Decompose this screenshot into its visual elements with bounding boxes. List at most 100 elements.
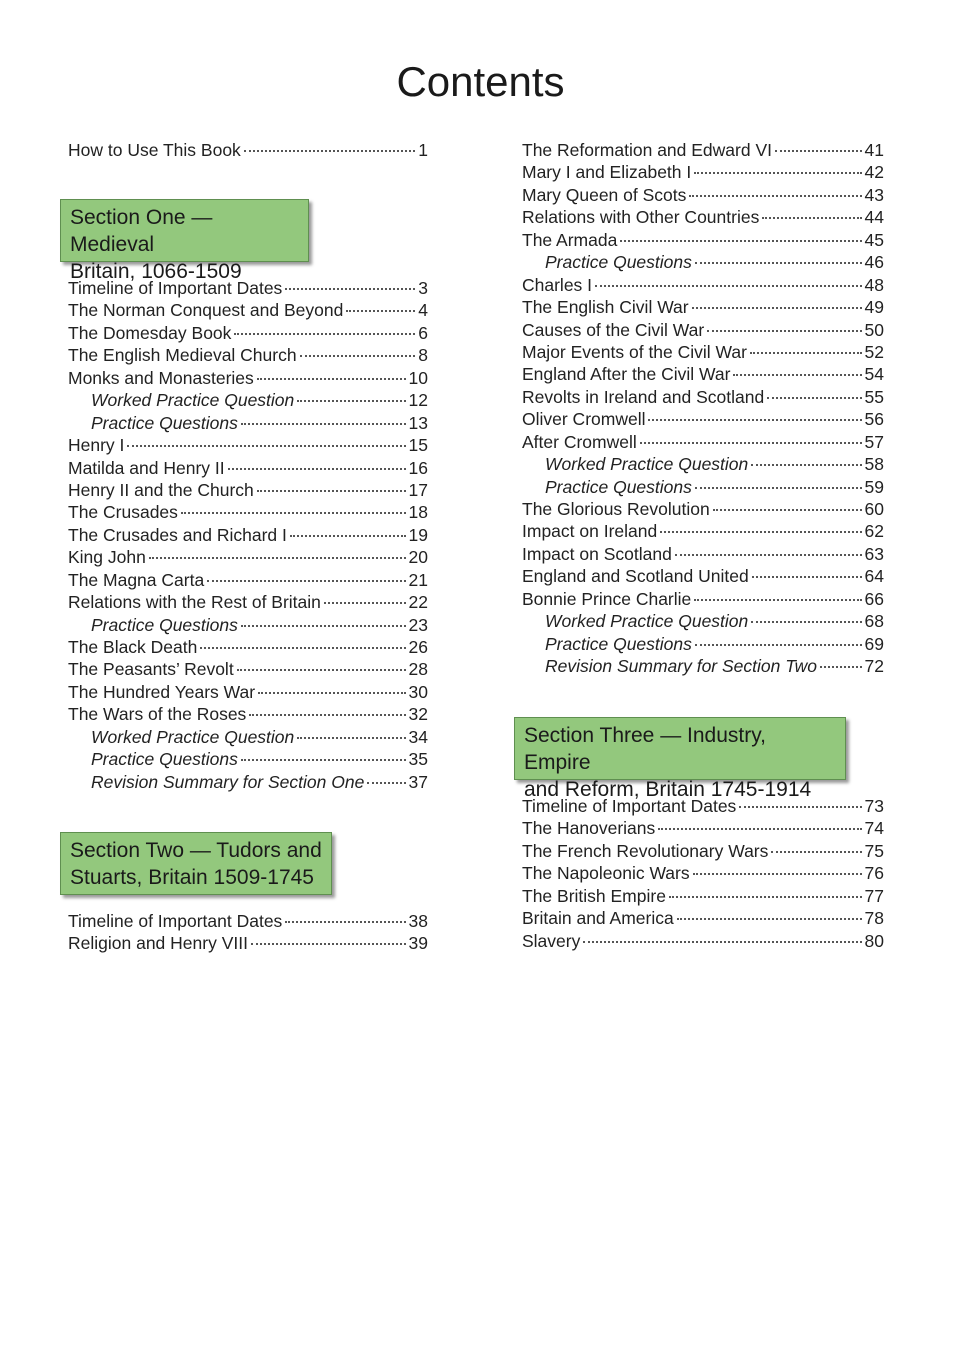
- toc-entry[interactable]: Mary I and Elizabeth I 42: [522, 161, 884, 183]
- toc-entry[interactable]: Slavery 80: [522, 930, 884, 952]
- toc-entry[interactable]: The French Revolutionary Wars 75: [522, 840, 884, 862]
- toc-entry[interactable]: Causes of the Civil War 50: [522, 319, 884, 341]
- dot-leader: [639, 441, 862, 444]
- page-number: 26: [408, 637, 428, 657]
- toc-entry[interactable]: Religion and Henry VIII 39: [68, 932, 428, 954]
- toc-entry[interactable]: The Hundred Years War 30: [68, 681, 428, 703]
- toc-entry[interactable]: Revolts in Ireland and Scotland 55: [522, 386, 884, 408]
- toc-entry[interactable]: Mary Queen of Scots 43: [522, 184, 884, 206]
- page-number: 22: [408, 592, 428, 613]
- toc-entry[interactable]: The Armada 45: [522, 229, 884, 251]
- toc-entry[interactable]: England and Scotland United 64: [522, 565, 884, 587]
- page-number: 3: [418, 278, 428, 298]
- toc-entry[interactable]: The Hanoverians 74: [522, 817, 884, 839]
- toc-entry[interactable]: Timeline of Important Dates 73: [522, 795, 884, 817]
- toc-entry[interactable]: Major Events of the Civil War 52: [522, 341, 884, 363]
- entry-title: The Peasants’ Revolt: [68, 659, 234, 680]
- page-number: 18: [408, 502, 428, 523]
- toc-entry[interactable]: Practice Questions 69: [522, 633, 884, 655]
- toc-entry[interactable]: The English Civil War 49: [522, 296, 884, 318]
- dot-leader: [148, 557, 406, 560]
- entry-title: The Magna Carta: [68, 569, 205, 590]
- toc-entry[interactable]: After Cromwell 57: [522, 431, 884, 453]
- toc-entry[interactable]: Charles I 48: [522, 274, 884, 296]
- page-number: 8: [418, 345, 428, 366]
- page-number: 45: [864, 229, 884, 250]
- toc-entry[interactable]: The Black Death 26: [68, 636, 428, 658]
- page-number: 52: [864, 341, 884, 362]
- toc-entry[interactable]: The English Medieval Church 8: [68, 344, 428, 366]
- page-number: 69: [864, 633, 884, 654]
- toc-list: The Reformation and Edward VI 41 Mary I an…: [522, 139, 884, 678]
- toc-entry[interactable]: The Norman Conquest and Beyond 4: [68, 299, 428, 321]
- toc-entry[interactable]: The Reformation and Edward VI 41: [522, 139, 884, 161]
- toc-list: Timeline of Important Dates 38 Religion an…: [68, 910, 428, 955]
- toc-entry[interactable]: Timeline of Important Dates 3: [68, 277, 428, 299]
- entry-title: Practice Questions: [91, 412, 238, 433]
- dot-leader: [620, 239, 862, 242]
- toc-entry[interactable]: Henry I 15: [68, 434, 428, 456]
- dot-leader: [751, 576, 862, 579]
- dot-leader: [694, 598, 862, 601]
- toc-entry[interactable]: Worked Practice Question 58: [522, 453, 884, 475]
- toc-entry[interactable]: The Domesday Book 6: [68, 322, 428, 344]
- toc-entry[interactable]: Impact on Ireland 62: [522, 520, 884, 542]
- toc-entry[interactable]: The Wars of the Roses 32: [68, 703, 428, 725]
- page-number: 20: [408, 547, 428, 568]
- page-number: 46: [864, 252, 884, 273]
- dot-leader: [299, 355, 416, 358]
- page-number: 10: [408, 367, 428, 388]
- toc-entry[interactable]: Revision Summary for Section One 37: [68, 771, 428, 793]
- toc-entry[interactable]: Practice Questions 46: [522, 251, 884, 273]
- toc-entry[interactable]: Bonnie Prince Charlie 66: [522, 588, 884, 610]
- dot-leader: [234, 332, 416, 335]
- toc-entry[interactable]: How to Use This Book 1: [68, 139, 428, 161]
- toc-entry[interactable]: The Peasants’ Revolt 28: [68, 658, 428, 680]
- entry-title: Charles I: [522, 274, 593, 295]
- toc-entry[interactable]: The Napoleonic Wars 76: [522, 862, 884, 884]
- entry-title: Practice Questions: [91, 749, 238, 770]
- toc-entry[interactable]: Worked Practice Question 68: [522, 610, 884, 632]
- toc-entry[interactable]: Practice Questions 13: [68, 412, 428, 434]
- dot-leader: [707, 329, 862, 332]
- page-number: 54: [864, 364, 884, 385]
- toc-entry[interactable]: Timeline of Important Dates 38: [68, 910, 428, 932]
- toc-entry[interactable]: Worked Practice Question 34: [68, 726, 428, 748]
- toc-entry[interactable]: The British Empire 77: [522, 885, 884, 907]
- toc-entry[interactable]: Worked Practice Question 12: [68, 389, 428, 411]
- dot-leader: [771, 850, 862, 853]
- page-number: 16: [408, 457, 428, 478]
- entry-title: Timeline of Important Dates: [68, 278, 283, 298]
- page-number: 1: [418, 140, 428, 160]
- entry-title: Monks and Monasteries: [68, 367, 254, 388]
- toc-entry[interactable]: Practice Questions 35: [68, 748, 428, 770]
- section-heading-line: Stuarts, Britain 1509-1745: [70, 866, 314, 889]
- toc-entry[interactable]: Relations with the Rest of Britain 22: [68, 591, 428, 613]
- toc-entry[interactable]: Matilda and Henry II 16: [68, 457, 428, 479]
- page-number: 6: [418, 322, 428, 343]
- toc-entry[interactable]: The Crusades and Richard I 19: [68, 524, 428, 546]
- entry-title: Impact on Ireland: [522, 521, 658, 542]
- toc-entry[interactable]: Practice Questions 23: [68, 614, 428, 636]
- toc-entry[interactable]: The Glorious Revolution 60: [522, 498, 884, 520]
- toc-entry[interactable]: The Crusades 18: [68, 501, 428, 523]
- entry-title: Slavery: [522, 930, 581, 951]
- entry-title: Causes of the Civil War: [522, 319, 705, 340]
- entry-title: Practice Questions: [91, 614, 238, 635]
- entry-title: Worked Practice Question: [545, 454, 749, 475]
- toc-entry[interactable]: Henry II and the Church 17: [68, 479, 428, 501]
- toc-entry[interactable]: The Magna Carta 21: [68, 569, 428, 591]
- toc-entry[interactable]: Britain and America 78: [522, 907, 884, 929]
- toc-entry[interactable]: Impact on Scotland 63: [522, 543, 884, 565]
- toc-entry[interactable]: Revision Summary for Section Two 72: [522, 655, 884, 677]
- dot-leader: [694, 643, 862, 646]
- entry-title: Major Events of the Civil War: [522, 341, 747, 362]
- entry-title: The Reformation and Edward VI: [522, 140, 772, 160]
- entry-title: Practice Questions: [545, 252, 692, 273]
- toc-entry[interactable]: England After the Civil War 54: [522, 363, 884, 385]
- toc-entry[interactable]: Monks and Monasteries 10: [68, 367, 428, 389]
- toc-entry[interactable]: Practice Questions 59: [522, 476, 884, 498]
- toc-entry[interactable]: Relations with Other Countries 44: [522, 206, 884, 228]
- toc-entry[interactable]: Oliver Cromwell 56: [522, 408, 884, 430]
- toc-entry[interactable]: King John 20: [68, 546, 428, 568]
